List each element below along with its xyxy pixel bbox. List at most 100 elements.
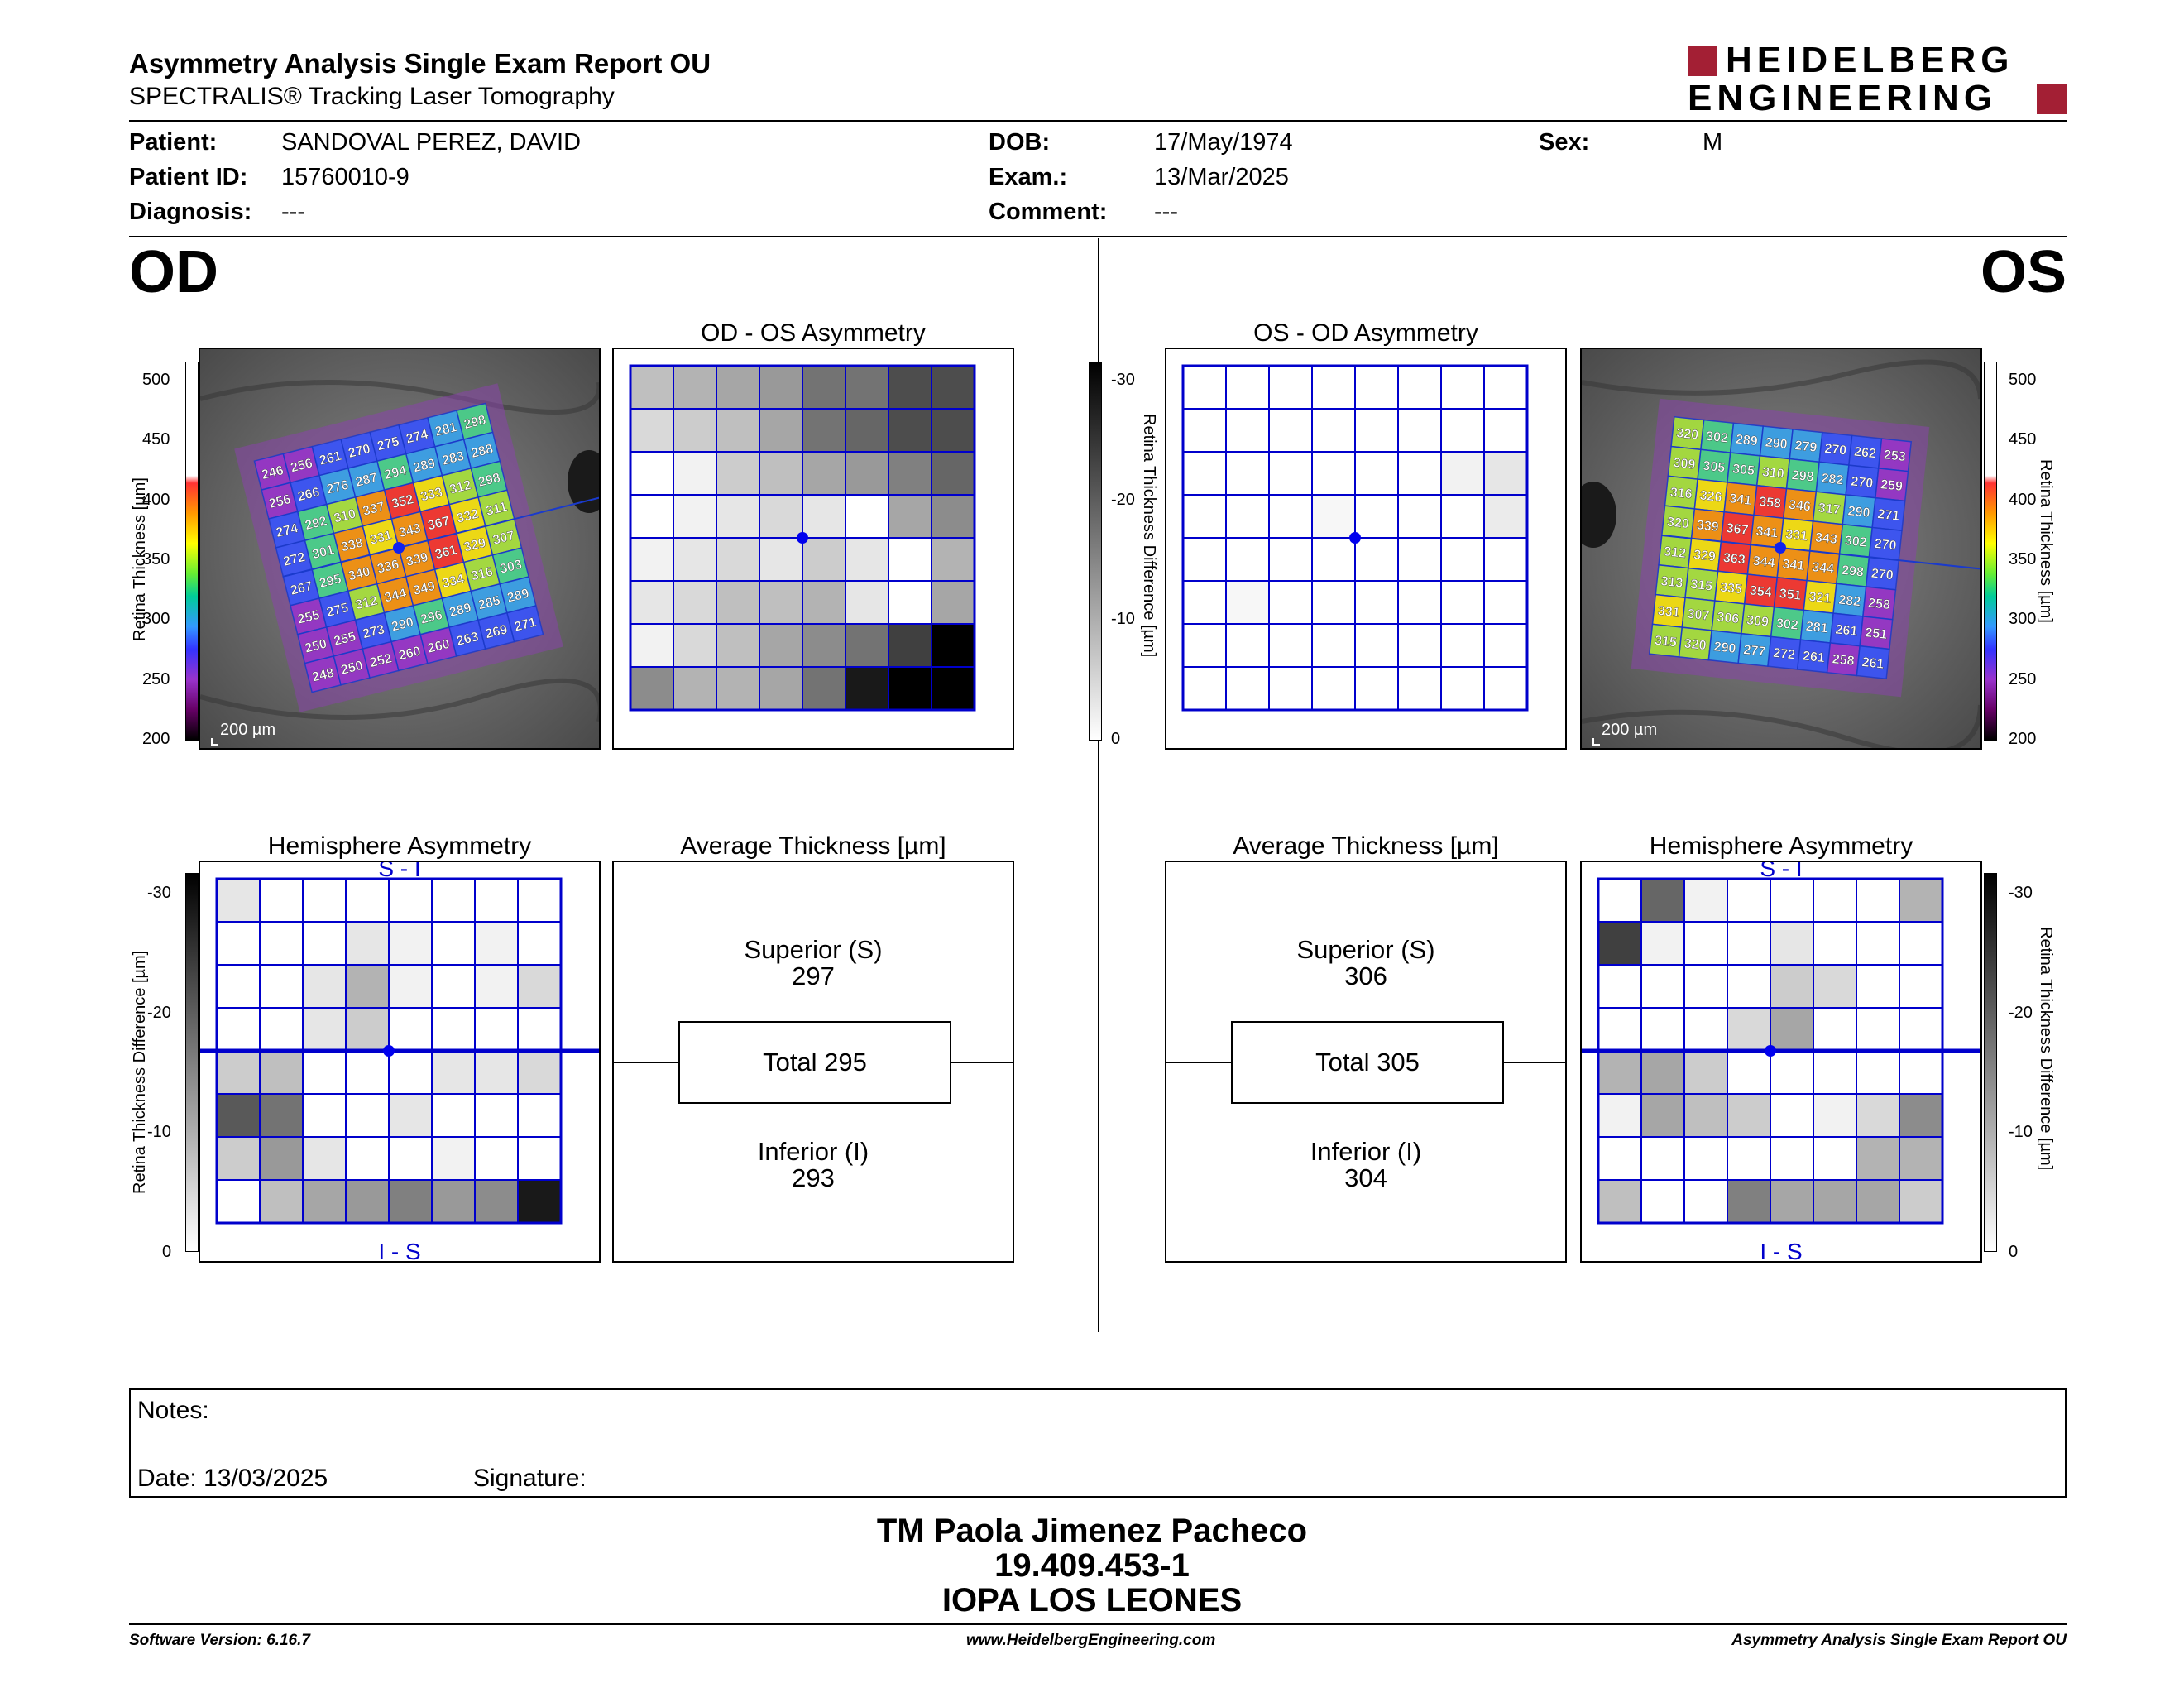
od-hemi-cell bbox=[474, 878, 519, 923]
od-hemi-cell bbox=[345, 1007, 390, 1052]
patient-value: SANDOVAL PEREZ, DAVID bbox=[281, 129, 582, 156]
os-map-value: 341 bbox=[1729, 492, 1752, 508]
od-map-value: 248 bbox=[311, 666, 336, 685]
od-hemi-cell bbox=[431, 1136, 476, 1181]
od-avg-title: Average Thickness [µm] bbox=[680, 832, 946, 860]
logo-text-engineering: ENGINEERING bbox=[1688, 78, 1998, 118]
os-asym-cell bbox=[1182, 494, 1227, 539]
od-map-value: 344 bbox=[383, 587, 408, 606]
os-hemi-cell bbox=[1899, 1136, 1943, 1181]
os-map-value: 344 bbox=[1752, 554, 1775, 571]
dob-value: 17/May/1974 bbox=[1154, 129, 1293, 156]
os-asym-cell bbox=[1483, 494, 1528, 539]
od-hemi-cell bbox=[388, 1050, 433, 1095]
os-hemi-colorbar bbox=[1984, 873, 1997, 1252]
od-hemi-cell bbox=[216, 921, 261, 966]
os-hemi-cell bbox=[1813, 1136, 1857, 1181]
od-hemi-cell bbox=[216, 1050, 261, 1095]
od-map-value: 287 bbox=[354, 471, 379, 490]
od-map-value: 275 bbox=[376, 434, 400, 453]
os-asym-cell bbox=[1440, 451, 1485, 496]
od-scale-text: 200 µm bbox=[220, 721, 275, 739]
od-map-value: 261 bbox=[318, 449, 342, 468]
center-divider bbox=[1098, 238, 1099, 1332]
od-asym-cell bbox=[888, 580, 932, 625]
os-asym-cell bbox=[1354, 494, 1399, 539]
os-map-value: 298 bbox=[1791, 468, 1814, 485]
center-diff-tick-0: 0 bbox=[1111, 730, 1121, 748]
od-asym-cell bbox=[630, 623, 674, 668]
od-hemi-cell bbox=[216, 1136, 261, 1181]
od-thick-tick-200: 200 bbox=[142, 730, 170, 748]
dob-label: DOB: bbox=[989, 129, 1051, 156]
os-hemi-fovea-dot bbox=[1765, 1045, 1776, 1057]
os-hemi-cell bbox=[1640, 878, 1685, 923]
od-map-value: 250 bbox=[304, 637, 328, 656]
od-map-fovea-dot bbox=[393, 542, 405, 554]
os-hemi-cell bbox=[1813, 1093, 1857, 1138]
os-hemi-cell bbox=[1727, 1050, 1771, 1095]
os-hemi-cell bbox=[1813, 921, 1857, 966]
os-asym-cell bbox=[1182, 451, 1227, 496]
od-asym-cell bbox=[802, 408, 846, 453]
od-asym-cell bbox=[716, 408, 760, 453]
os-asym-cell bbox=[1311, 537, 1356, 582]
os-asym-cell bbox=[1397, 623, 1442, 668]
os-map-value: 315 bbox=[1690, 578, 1713, 594]
od-hemi-cell bbox=[517, 1050, 562, 1095]
os-avg-panel: Superior (S) 306 Total 305 Inferior (I) … bbox=[1165, 861, 1567, 1263]
od-asym-cell bbox=[716, 494, 760, 539]
os-thick-tick-200: 200 bbox=[2009, 730, 2037, 748]
od-asym-cell bbox=[931, 537, 975, 582]
od-hemi-cell bbox=[302, 1050, 347, 1095]
os-map-value: 309 bbox=[1673, 456, 1696, 472]
os-hemi-tick-30: -30 bbox=[2009, 884, 2033, 902]
os-asym-cell bbox=[1225, 580, 1270, 625]
od-thick-tick-450: 450 bbox=[142, 430, 170, 448]
od-asym-cell bbox=[673, 623, 717, 668]
os-asym-cell bbox=[1483, 537, 1528, 582]
od-hemi-cell bbox=[388, 921, 433, 966]
exam-value: 13/Mar/2025 bbox=[1154, 164, 1289, 190]
od-fundus-image: 246 256 261 270 275 274 281 298 256 266 276 287 294 2… bbox=[199, 348, 601, 750]
od-hemi-top-label: S - I bbox=[378, 862, 420, 881]
os-map-value: 262 bbox=[1853, 445, 1876, 462]
os-hemi-cell bbox=[1856, 964, 1900, 1009]
os-map-value: 290 bbox=[1713, 640, 1736, 656]
os-map-value: 320 bbox=[1666, 516, 1689, 532]
od-asym-border bbox=[629, 364, 976, 712]
od-hemi-cell bbox=[517, 1179, 562, 1224]
os-asym-cell bbox=[1311, 494, 1356, 539]
center-diff-axis-label: Retina Thickness Difference [µm] bbox=[1140, 414, 1158, 658]
os-map-value: 363 bbox=[1722, 551, 1746, 568]
os-asym-cell bbox=[1397, 580, 1442, 625]
os-asym-cell bbox=[1268, 623, 1313, 668]
os-superior-value: 306 bbox=[1344, 961, 1387, 990]
os-map-value: 306 bbox=[1717, 611, 1740, 627]
center-diff-tick-30: -30 bbox=[1111, 371, 1135, 389]
os-thick-tick-500: 500 bbox=[2009, 371, 2037, 389]
os-asym-cell bbox=[1268, 408, 1313, 453]
os-map-value: 277 bbox=[1743, 643, 1766, 659]
od-hemi-cell bbox=[259, 1050, 304, 1095]
notes-box[interactable]: Notes: Date: 13/03/2025 Signature: bbox=[129, 1388, 2067, 1498]
os-hemi-cell bbox=[1684, 964, 1728, 1009]
od-hemi-cell bbox=[259, 1007, 304, 1052]
os-map-value: 339 bbox=[1696, 518, 1719, 535]
od-map-value: 329 bbox=[462, 536, 487, 555]
od-hemi-cell bbox=[517, 1093, 562, 1138]
os-hemi-cell bbox=[1899, 921, 1943, 966]
od-asym-cell bbox=[716, 580, 760, 625]
od-hemi-axis-label: Retina Thickness Difference [µm] bbox=[131, 950, 149, 1194]
footer-website-link[interactable]: www.HeidelbergEngineering.com bbox=[966, 1632, 1216, 1649]
od-map-value: 311 bbox=[485, 500, 509, 519]
os-hemi-cell bbox=[1899, 1179, 1943, 1224]
os-hemi-cell bbox=[1770, 1179, 1814, 1224]
od-map-value: 274 bbox=[405, 428, 429, 447]
od-hemi-cell bbox=[259, 1093, 304, 1138]
os-eye-label: OS bbox=[1980, 239, 2067, 305]
os-hemi-cell bbox=[1856, 878, 1900, 923]
od-map-value: 281 bbox=[433, 420, 458, 439]
